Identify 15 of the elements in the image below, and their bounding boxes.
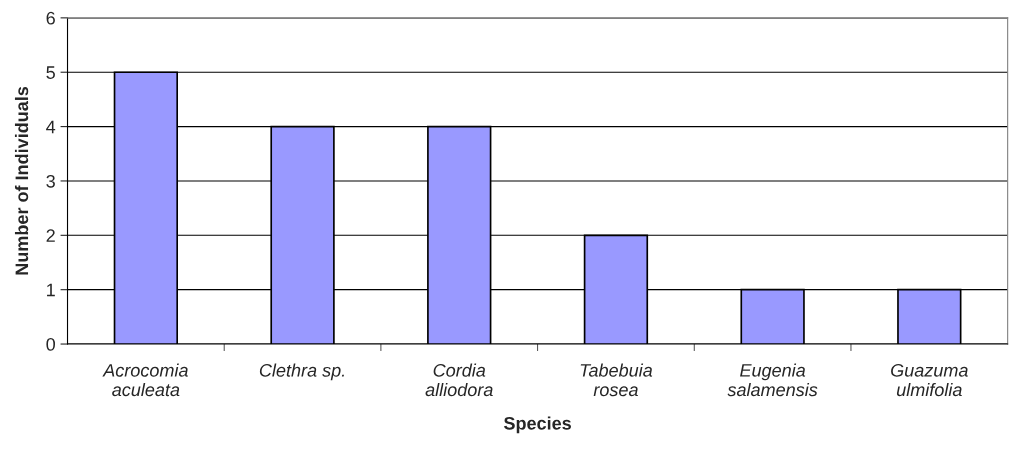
y-tick-label: 1 [47,283,55,297]
y-tick-label: 0 [46,337,56,351]
y-tick-label: 2 [46,229,55,242]
x-tick-label: Guazuma ulmifolia [891,363,968,397]
y-tick-label: 6 [46,11,55,25]
y-tick-label: 4 [46,120,56,134]
x-tick-label: Tabebuia rosea [580,363,653,397]
x-tick-label: Eugenia salamensis [727,363,818,397]
x-tick-label: Cordia alliodora [425,363,493,397]
y-tick-label: 5 [46,66,55,79]
x-axis-title: Species [503,416,571,434]
x-tick-label: Clethra sp. [259,363,344,381]
y-tick-label: 3 [46,174,55,188]
y-axis-title: Number of Individuals [14,86,29,275]
x-tick-label: Acrocomia aculeata [102,363,188,397]
